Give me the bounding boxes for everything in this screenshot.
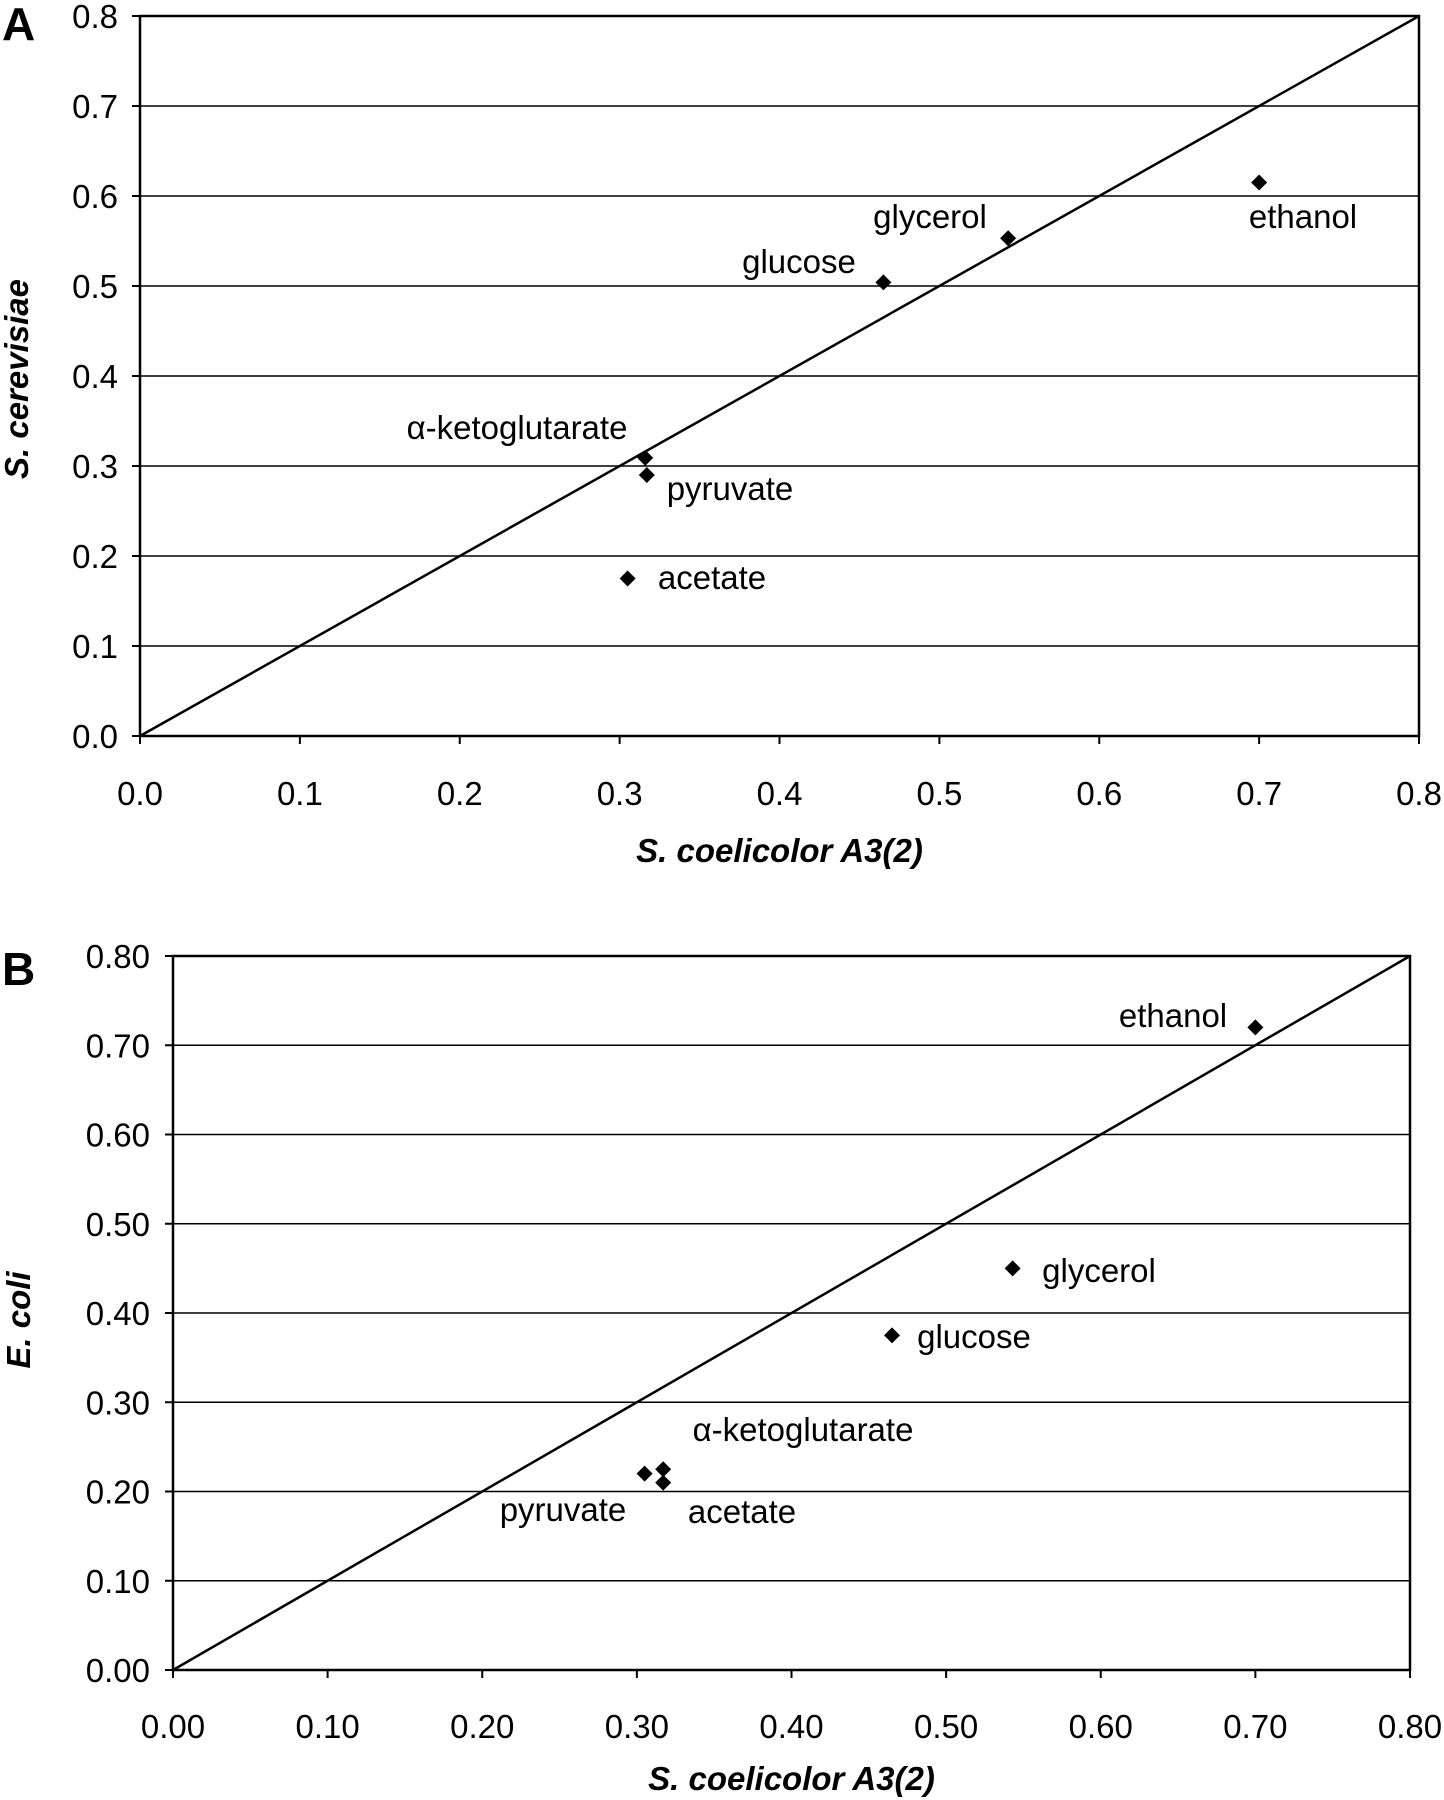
y-tick-label: 0.80 [86, 938, 150, 975]
point-label: glucose [742, 243, 856, 280]
x-tick-label: 0.8 [1396, 775, 1442, 812]
x-tick-label: 0.1 [277, 775, 323, 812]
point-label: α-ketoglutarate [693, 1411, 914, 1448]
y-tick-label: 0.5 [72, 268, 118, 305]
point-label: ethanol [1249, 198, 1357, 235]
x-tick-label: 0.0 [117, 775, 163, 812]
point-label: glycerol [873, 198, 987, 235]
y-tick-label: 0.1 [72, 628, 118, 665]
x-tick-label: 0.20 [450, 1708, 514, 1745]
data-point [655, 1474, 672, 1491]
x-tick-label: 0.00 [141, 1708, 205, 1745]
y-tick-label: 0.70 [86, 1027, 150, 1064]
x-axis-title: S. coelicolor A3(2) [648, 1760, 935, 1797]
y-tick-label: 0.3 [72, 448, 118, 485]
x-tick-label: 0.4 [757, 775, 803, 812]
x-tick-label: 0.50 [914, 1708, 978, 1745]
x-tick-label: 0.10 [296, 1708, 360, 1745]
x-tick-label: 0.70 [1223, 1708, 1287, 1745]
y-tick-label: 0.50 [86, 1206, 150, 1243]
data-point [875, 274, 892, 291]
y-tick-label: 0.20 [86, 1474, 150, 1511]
y-tick-label: 0.4 [72, 358, 118, 395]
x-tick-label: 0.2 [437, 775, 483, 812]
data-point [884, 1327, 901, 1344]
identity-line [172, 954, 1411, 1672]
chart-panel-A: 0.0 0.1 0.2 0.3 0.4 0.5 0.6 0.7 0.8 0.0 0.1 0.2 0.3 0… [0, 0, 1442, 869]
y-tick-label: 0.2 [72, 538, 118, 575]
y-tick-label: 0.40 [86, 1295, 150, 1332]
data-point [1004, 1260, 1021, 1277]
point-label: acetate [688, 1493, 796, 1530]
panel-label: A [2, 0, 35, 50]
data-point [636, 1465, 653, 1482]
chart-panel-B: 0.00 0.10 0.20 0.30 0.40 0.50 0.60 0.70 0.80 0.00… [0, 938, 1442, 1797]
x-tick-label: 0.6 [1076, 775, 1122, 812]
y-tick-label: 0.30 [86, 1384, 150, 1421]
data-point [655, 1461, 672, 1478]
data-point [1247, 1019, 1264, 1036]
y-tick-label: 0.7 [72, 88, 118, 125]
x-tick-label: 0.60 [1069, 1708, 1133, 1745]
x-tick-label: 0.7 [1236, 775, 1282, 812]
y-tick-label: 0.8 [72, 0, 118, 35]
y-tick-label: 0.6 [72, 178, 118, 215]
point-label: α-ketoglutarate [407, 409, 628, 446]
plot-area [171, 954, 1412, 1672]
y-tick-label: 0.10 [86, 1563, 150, 1600]
point-label: pyruvate [500, 1491, 627, 1528]
data-point [1251, 174, 1268, 191]
y-axis-title: S. cerevisiae [0, 279, 35, 479]
y-tick-label: 0.60 [86, 1117, 150, 1154]
x-tick-label: 0.3 [597, 775, 643, 812]
panel-label: B [2, 943, 35, 995]
x-tick-label: 0.30 [605, 1708, 669, 1745]
y-axis-title: E. coli [0, 1271, 37, 1369]
data-point [638, 467, 655, 483]
point-label: glycerol [1042, 1252, 1156, 1289]
x-axis-title: S. coelicolor A3(2) [636, 832, 923, 869]
point-label: glucose [917, 1318, 1031, 1355]
plot-area [138, 14, 1421, 738]
data-point [619, 570, 636, 587]
point-label: pyruvate [667, 470, 794, 507]
data-point [637, 449, 654, 466]
data-point [1000, 230, 1017, 247]
x-tick-label: 0.5 [916, 775, 962, 812]
y-tick-label: 0.0 [72, 718, 118, 755]
x-tick-label: 0.40 [759, 1708, 823, 1745]
x-tick-label: 0.80 [1378, 1708, 1442, 1745]
point-label: acetate [658, 559, 766, 596]
identity-line [139, 14, 1420, 738]
y-tick-label: 0.00 [86, 1652, 150, 1689]
point-label: ethanol [1119, 997, 1227, 1034]
